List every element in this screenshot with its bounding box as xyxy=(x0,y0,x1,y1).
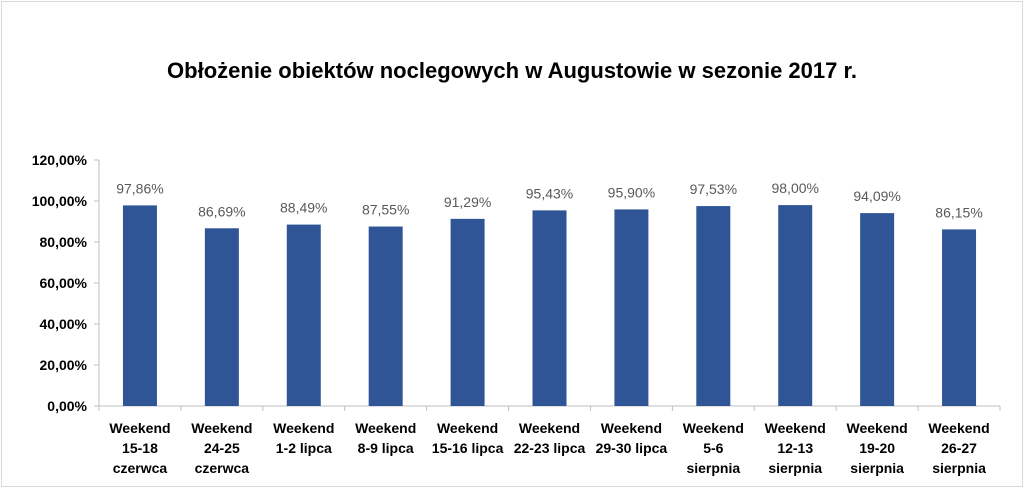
bar xyxy=(696,206,731,406)
y-tick-label: 100,00% xyxy=(32,193,88,209)
category-label-line: Weekend xyxy=(765,420,826,436)
data-label: 88,49% xyxy=(280,200,327,216)
category-label: Weekend 19-20 sierpnia xyxy=(847,420,908,476)
bar xyxy=(778,205,813,406)
category-label-line: Weekend xyxy=(601,420,662,436)
y-tick-label: 0,00% xyxy=(47,398,87,414)
bar xyxy=(942,229,977,406)
bar xyxy=(286,224,321,406)
category-label: Weekend 1-2 lipca xyxy=(273,420,334,456)
category-label-line: 26-27 xyxy=(941,440,977,456)
category-label-line: 19-20 xyxy=(859,440,895,456)
bar xyxy=(122,205,157,406)
category-label-line: Weekend xyxy=(273,420,334,436)
category-label-line: 29-30 lipca xyxy=(596,440,668,456)
bar xyxy=(450,218,485,406)
data-label: 87,55% xyxy=(362,202,409,218)
y-tick-label: 60,00% xyxy=(40,275,88,291)
category-label-line: sierpnia xyxy=(768,460,822,476)
category-label-line: Weekend xyxy=(519,420,580,436)
category-label: Weekend 15-16 lipca xyxy=(432,420,504,456)
category-label-line: Weekend xyxy=(109,420,170,436)
category-label-line: Weekend xyxy=(437,420,498,436)
data-label: 95,90% xyxy=(608,184,655,200)
category-label: Weekend 8-9 lipca xyxy=(355,420,416,456)
data-label: 86,69% xyxy=(198,203,245,219)
category-label-line: 15-18 xyxy=(122,440,158,456)
category-label-line: 24-25 xyxy=(204,440,240,456)
data-label: 94,09% xyxy=(853,188,900,204)
category-label-line: Weekend xyxy=(191,420,252,436)
data-label: 97,53% xyxy=(690,181,737,197)
category-label: Weekend 12-13 sierpnia xyxy=(765,420,826,476)
category-label: Weekend 26-27 sierpnia xyxy=(928,420,989,476)
category-label-line: 8-9 lipca xyxy=(358,440,414,456)
bar xyxy=(204,228,239,406)
bar xyxy=(614,209,649,406)
y-tick-label: 40,00% xyxy=(40,316,88,332)
bar xyxy=(532,210,567,406)
category-label-line: czerwca xyxy=(195,460,250,476)
y-tick-label: 120,00% xyxy=(32,152,88,168)
category-label: Weekend 5-6 sierpnia xyxy=(683,420,744,476)
category-label-line: Weekend xyxy=(928,420,989,436)
category-label-line: Weekend xyxy=(847,420,908,436)
category-label: Weekend 22-23 lipca xyxy=(514,420,586,456)
category-label-line: sierpnia xyxy=(850,460,904,476)
category-label-line: 12-13 xyxy=(777,440,813,456)
category-label-line: 5-6 xyxy=(703,440,723,456)
y-tick-label: 80,00% xyxy=(40,234,88,250)
bar xyxy=(368,226,403,406)
category-label-line: czerwca xyxy=(113,460,168,476)
category-label-line: Weekend xyxy=(355,420,416,436)
chart-title: Obłożenie obiektów noclegowych w Augusto… xyxy=(167,58,857,83)
bar xyxy=(860,213,895,406)
category-label-line: 1-2 lipca xyxy=(276,440,332,456)
category-label-line: 15-16 lipca xyxy=(432,440,504,456)
category-label-line: 22-23 lipca xyxy=(514,440,586,456)
category-label: Weekend 24-25 czerwca xyxy=(191,420,252,476)
category-label: Weekend 15-18 czerwca xyxy=(109,420,170,476)
data-label: 91,29% xyxy=(444,194,491,210)
category-label: Weekend 29-30 lipca xyxy=(596,420,668,456)
data-label: 86,15% xyxy=(935,204,982,220)
category-label-line: sierpnia xyxy=(932,460,986,476)
category-label-line: Weekend xyxy=(683,420,744,436)
data-label: 97,86% xyxy=(116,180,163,196)
data-label: 95,43% xyxy=(526,185,573,201)
y-tick-label: 20,00% xyxy=(40,357,88,373)
category-label-line: sierpnia xyxy=(686,460,740,476)
data-label: 98,00% xyxy=(771,180,818,196)
